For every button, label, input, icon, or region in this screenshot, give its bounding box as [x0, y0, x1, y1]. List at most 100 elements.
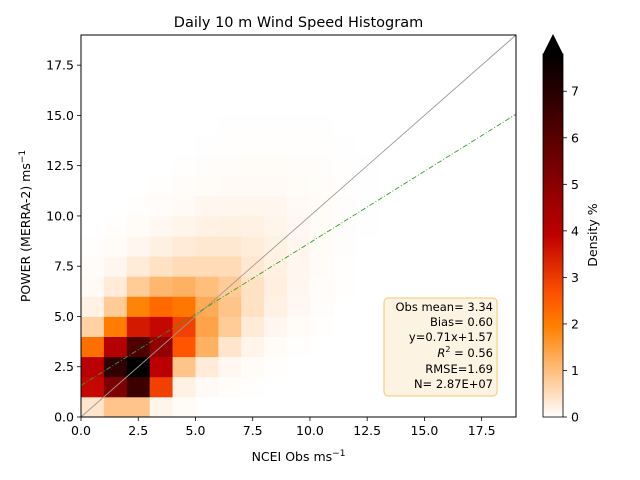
heatmap-cell [126, 195, 151, 217]
heatmap-cell [287, 175, 311, 197]
stats-rmse: RMSE=1.69 [425, 362, 493, 376]
heatmap-cell [309, 296, 334, 317]
heatmap-cell [195, 155, 219, 177]
heatmap-cell [309, 256, 334, 277]
colorbar-extend-arrow [543, 34, 563, 54]
heatmap-cell [195, 336, 219, 358]
heatmap-cell [81, 316, 105, 337]
heatmap-cell [287, 256, 311, 277]
x-tick-label: 15.0 [410, 423, 438, 438]
y-tick-label: 15.0 [46, 108, 74, 123]
stats-obs-mean: Obs mean= 3.34 [395, 300, 493, 314]
heatmap-cell [195, 175, 219, 197]
heatmap-cell [103, 296, 128, 317]
heatmap-cell [332, 195, 357, 217]
heatmap-cell [287, 135, 311, 157]
heatmap-cell [241, 115, 265, 136]
stats-box: Obs mean= 3.34 Bias= 0.60 y=0.71x+1.57 R… [383, 297, 498, 397]
heatmap-cell [264, 316, 288, 337]
y-axis-ticks: 0.0 2.5 5.0 7.5 10.0 12.5 15.0 17.5 [46, 58, 81, 425]
heatmap-cell [172, 276, 196, 297]
heatmap-cell [309, 135, 334, 157]
heatmap-cell [332, 276, 357, 297]
heatmap-cell [195, 376, 219, 398]
heatmap-cell [126, 376, 151, 398]
heatmap-cell [126, 396, 151, 418]
heatmap-cell [264, 356, 288, 378]
heatmap-cell [149, 296, 173, 317]
chart-title: Daily 10 m Wind Speed Histogram [174, 15, 423, 31]
heatmap-cell [195, 256, 219, 277]
heatmap-cell [309, 175, 334, 197]
heatmap-cell [126, 215, 151, 237]
heatmap-cell [126, 336, 151, 358]
heatmap-cell [81, 296, 105, 317]
heatmap-cell [309, 155, 334, 177]
heatmap-cell [81, 276, 105, 297]
heatmap-cell [103, 356, 128, 378]
heatmap-cell [287, 195, 311, 217]
heatmap-cell [195, 316, 219, 337]
y-axis-label-text: POWER (MERRA-2) ms [18, 163, 33, 302]
heatmap-cell [241, 135, 265, 157]
heatmap-cell [241, 236, 265, 257]
x-axis-label-unit-exp: −1 [332, 449, 345, 459]
heatmap-cell [287, 236, 311, 257]
heatmap-cell [172, 356, 196, 378]
colorbar-gradient [542, 53, 564, 418]
heatmap-cell [103, 336, 128, 358]
heatmap-cell [218, 135, 242, 157]
heatmap-cell [287, 336, 311, 358]
heatmap-cell [81, 336, 105, 358]
heatmap-cell [218, 316, 242, 337]
heatmap-cell [172, 155, 196, 177]
x-tick-label: 0.0 [71, 423, 91, 438]
heatmap-cell [195, 135, 219, 157]
heatmap-cell [149, 215, 173, 237]
heatmap-cell [218, 175, 242, 197]
heatmap-cell [172, 396, 196, 418]
x-tick-label: 5.0 [186, 423, 206, 438]
colorbar-tick-label: 1 [571, 363, 579, 378]
heatmap-cell [218, 336, 242, 358]
heatmap-cell [126, 276, 151, 297]
y-tick-label: 5.0 [54, 309, 74, 324]
stats-box-frame [383, 297, 498, 397]
heatmap-cell [218, 155, 242, 177]
y-tick-label: 17.5 [46, 58, 74, 73]
x-tick-label: 17.5 [468, 423, 496, 438]
heatmap-cell [149, 175, 173, 197]
x-axis-ticks: 0.0 2.5 5.0 7.5 10.0 12.5 15.0 17.5 [71, 417, 496, 438]
heatmap-cell [195, 276, 219, 297]
y-axis-label-unit-exp: −1 [18, 150, 28, 163]
colorbar-tick-label: 6 [571, 130, 579, 145]
heatmap-cell [218, 356, 242, 378]
heatmap-cell [264, 155, 288, 177]
heatmap-cell [218, 115, 242, 136]
heatmap-cell [126, 296, 151, 317]
heatmap-cell [241, 316, 265, 337]
heatmap-cell [218, 195, 242, 217]
regression-line [80, 113, 517, 386]
heatmap-cell [172, 236, 196, 257]
heatmap-cell [332, 215, 357, 237]
heatmap-cell [103, 215, 128, 237]
heatmap-cell [264, 256, 288, 277]
heatmap-cell [264, 115, 288, 136]
heatmap-cell [149, 356, 173, 378]
heatmap-cell [264, 175, 288, 197]
heatmap-cell [332, 135, 357, 157]
x-tick-label: 10.0 [296, 423, 324, 438]
heatmap-cell [172, 296, 196, 317]
heatmap-cell [195, 195, 219, 217]
heatmap-cell [264, 215, 288, 237]
x-tick-label: 7.5 [243, 423, 263, 438]
one-to-one-line [80, 34, 517, 418]
heatmap-cell [309, 316, 334, 337]
heatmap-cell [149, 396, 173, 418]
heatmap-cell [241, 215, 265, 237]
heatmap-cell [103, 396, 128, 418]
heatmap-cell [218, 215, 242, 237]
heatmap-cell [81, 256, 105, 277]
